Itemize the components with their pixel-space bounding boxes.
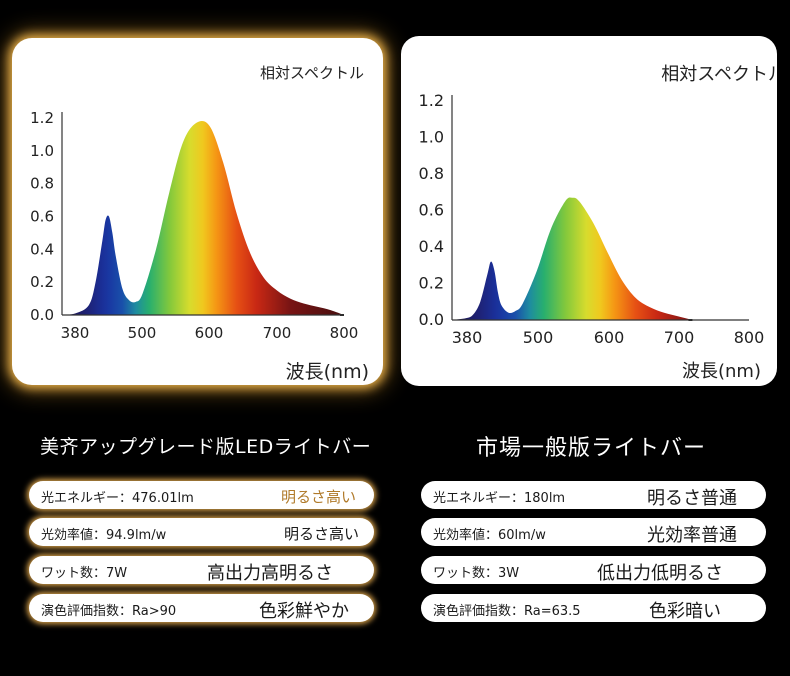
spec-rating: 高出力高明るさ (207, 563, 333, 584)
y-tick-label: 0.0 (30, 306, 54, 324)
y-tick-label: 1.2 (30, 109, 54, 127)
spec-rating: 低出力低明るさ (597, 563, 723, 584)
spec-label: 光エネルギー：476.01lm (41, 491, 194, 506)
x-axis-label: 波長(nm) (286, 361, 369, 383)
standard-product-heading: 市場一般版ライトバー (476, 436, 707, 461)
x-tick-label: 800 (734, 328, 765, 347)
spec-label: 演色評価指数：Ra=63.5 (433, 604, 581, 619)
x-tick-label: 600 (195, 324, 224, 342)
spectrum-series-area (62, 121, 344, 315)
y-tick-label: 1.2 (419, 91, 444, 110)
y-tick-label: 0.4 (30, 240, 54, 258)
y-tick-label: 0.0 (419, 310, 444, 329)
y-tick-label: 0.8 (419, 164, 444, 183)
y-tick-label: 0.2 (30, 273, 54, 291)
chart-title: 相対スペクトル (260, 64, 364, 82)
spec-label: 演色評価指数：Ra>90 (41, 604, 177, 619)
y-tick-label: 1.0 (30, 142, 54, 160)
y-tick-label: 0.6 (30, 208, 54, 226)
x-axis-label: 波長(nm) (682, 361, 761, 382)
spec-rating: 色彩暗い (649, 601, 721, 622)
spectrum-panel-upgraded: 0.0 0.2 0.4 0.6 0.8 1.0 1.2 380 500 600 700 800 相対スペ… (12, 38, 383, 385)
y-tick-label: 0.8 (30, 175, 54, 193)
spec-row-efficacy-standard: 光効率値：60lm/w 光効率普通 (421, 518, 766, 546)
spec-row-efficacy-upgraded: 光効率値：94.9lm/w 明るさ高い (29, 518, 374, 546)
x-tick-label: 700 (664, 328, 695, 347)
x-tick-label: 700 (263, 324, 292, 342)
chart-title: 相対スペクトル (661, 64, 777, 85)
spec-row-cri-upgraded: 演色評価指数：Ra>90 色彩鮮やか (29, 594, 374, 622)
x-tick-label: 380 (61, 324, 90, 342)
spec-rating: 色彩鮮やか (259, 601, 349, 622)
spec-rating: 明るさ高い (284, 525, 360, 543)
y-tick-label: 0.4 (419, 237, 444, 256)
spec-label: 光エネルギー：180lm (433, 491, 566, 506)
spectrum-chart-upgraded: 0.0 0.2 0.4 0.6 0.8 1.0 1.2 380 500 600 700 800 相対スペ… (30, 64, 369, 383)
spec-rating: 明るさ高い (281, 488, 357, 506)
spec-row-cri-standard: 演色評価指数：Ra=63.5 色彩暗い (421, 594, 766, 622)
spec-row-wattage-upgraded: ワット数：7W 高出力高明るさ (29, 556, 374, 584)
spectrum-series-area (452, 197, 693, 320)
spec-label: 光効率値：60lm/w (433, 528, 546, 543)
spec-label: ワット数：7W (41, 566, 128, 581)
y-tick-label: 0.2 (419, 274, 444, 293)
x-tick-label: 600 (594, 328, 625, 347)
spec-row-luminous-flux-upgraded: 光エネルギー：476.01lm 明るさ高い (29, 481, 374, 509)
spec-rating: 明るさ普通 (647, 488, 737, 509)
x-tick-label: 380 (452, 328, 483, 347)
spec-row-wattage-standard: ワット数：3W 低出力低明るさ (421, 556, 766, 584)
y-tick-label: 1.0 (419, 128, 444, 147)
spectrum-panel-standard: 0.0 0.2 0.4 0.6 0.8 1.0 1.2 380 500 600 700 800 相対スペ… (401, 36, 777, 386)
spec-row-luminous-flux-standard: 光エネルギー：180lm 明るさ普通 (421, 481, 766, 509)
upgraded-product-heading: 美齐アップグレード版LEDライトバー (40, 436, 372, 458)
spec-rating: 光効率普通 (647, 525, 737, 546)
x-tick-label: 500 (523, 328, 554, 347)
x-tick-label: 800 (330, 324, 359, 342)
spec-label: ワット数：3W (433, 566, 520, 581)
y-tick-label: 0.6 (419, 201, 444, 220)
x-tick-label: 500 (128, 324, 157, 342)
spectrum-chart-standard: 0.0 0.2 0.4 0.6 0.8 1.0 1.2 380 500 600 700 800 相対スペ… (419, 64, 777, 382)
spec-label: 光効率値：94.9lm/w (41, 528, 167, 543)
